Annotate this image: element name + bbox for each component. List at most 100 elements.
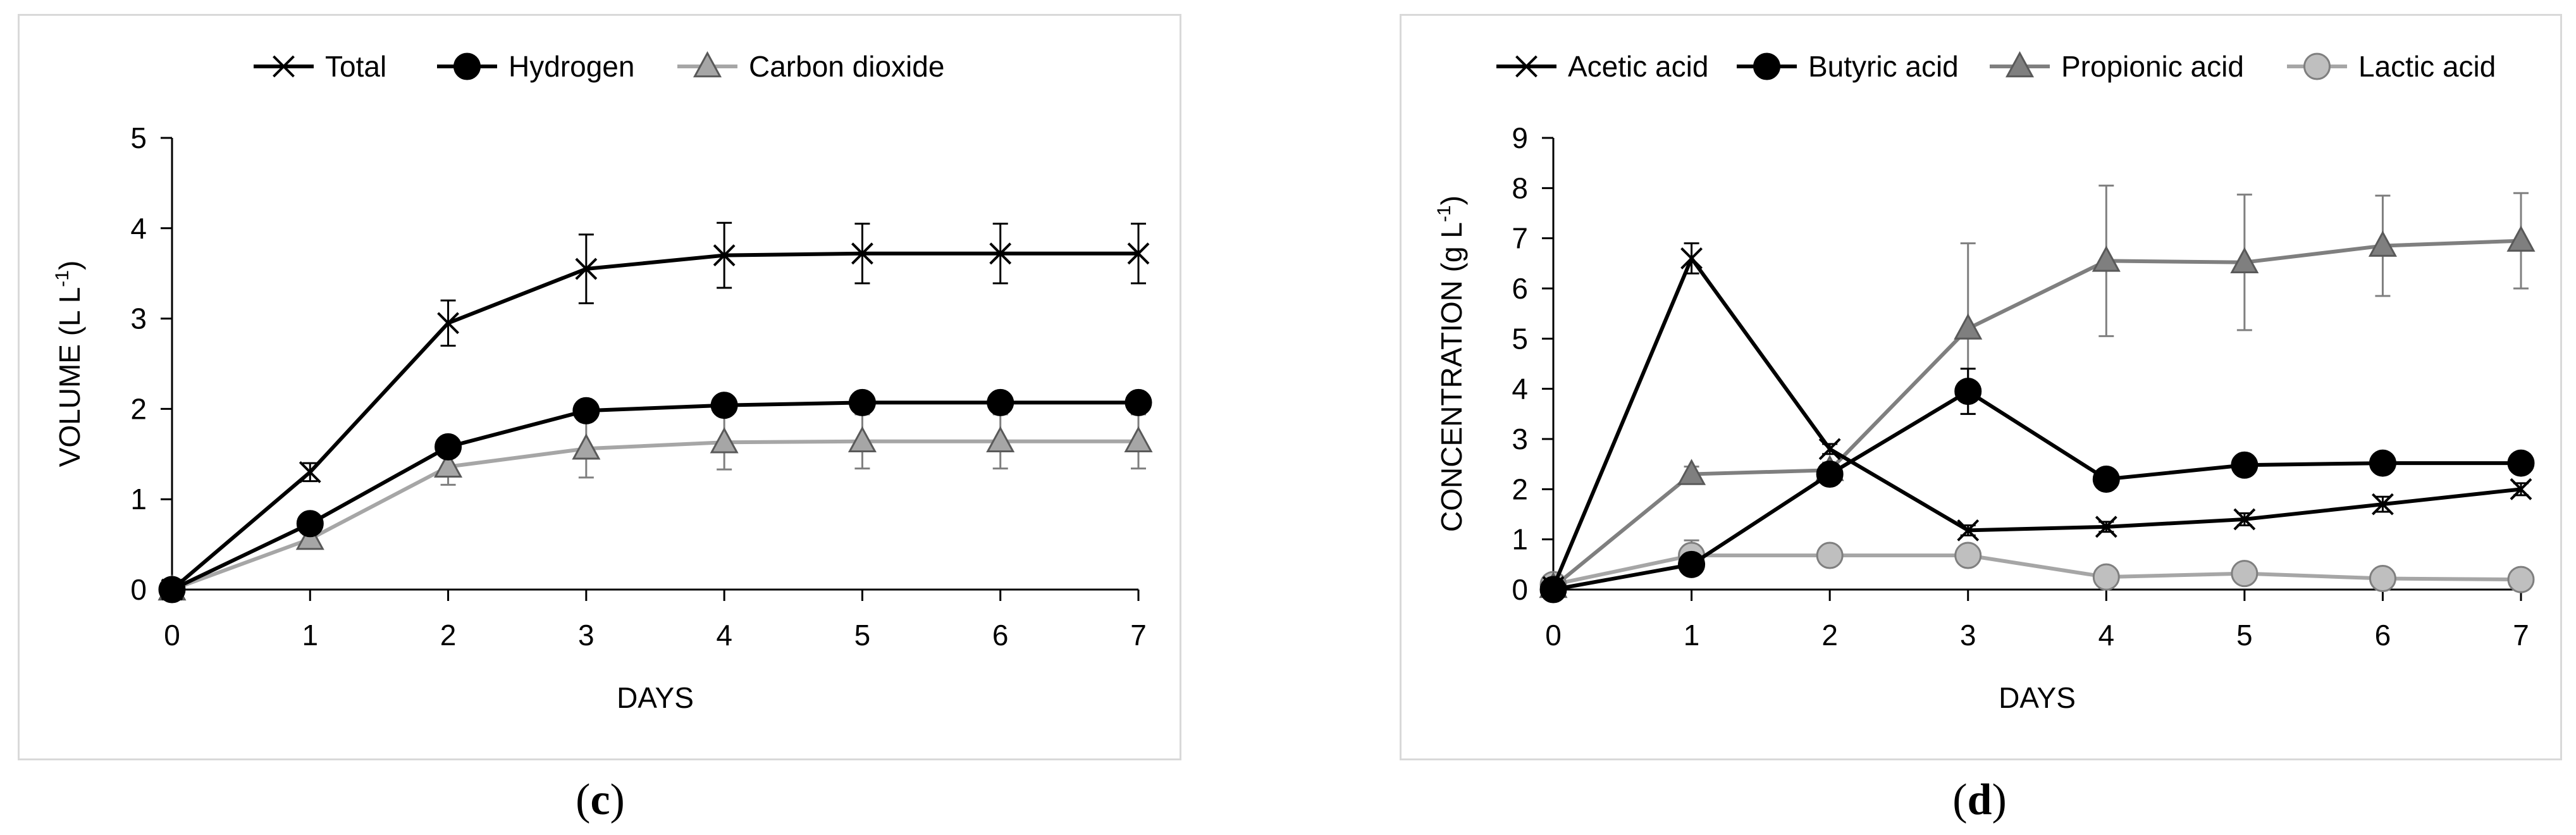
legend-marker [453,53,481,80]
series-line [1553,554,2522,587]
data-point [1816,541,1844,569]
y-tick-label: 2 [1512,473,1528,505]
data-point [437,312,459,335]
data-point [572,397,600,424]
legend-item: Propionic acid [1990,50,2244,83]
data-point [710,427,739,454]
legend-item: Hydrogen [437,50,634,83]
data-point [2092,563,2120,591]
y-tick-label: 9 [1512,121,1528,154]
data-point [2231,451,2259,479]
legend-marker [693,51,722,78]
data-point [847,426,877,453]
data-point [434,451,463,478]
legend-marker [1515,55,1538,78]
data-point [1818,438,1841,461]
x-tick-label: 5 [2236,619,2253,652]
legend-item: Butyric acid [1737,50,1959,83]
x-tick-label: 0 [1545,619,1562,652]
legend-marker [2303,53,2331,80]
x-tick-label: 3 [1960,619,1976,652]
data-point [1957,519,1980,541]
y-axis-label: CONCENTRATION (g L-1) [1434,195,1468,532]
series-line [1552,238,2522,589]
legend-marker [273,55,295,78]
legend-label: Carbon dioxide [749,50,944,83]
data-point [161,578,183,601]
data-point [1678,550,1706,578]
x-tick-label: 7 [2513,619,2529,652]
caption-c-letter: c [590,776,610,824]
data-point [1954,541,1982,569]
chart-c: 0 1 2 3 4 5 0 1 2 3 4 5 6 7 DAYS VOLUME (L L-1) Total Hyd… [52,50,1153,714]
data-point [2507,566,2535,593]
y-tick-label: 4 [1512,373,1528,405]
x-tick-label: 3 [578,619,595,652]
data-point [1677,459,1706,485]
data-point [2510,478,2532,500]
legend-item: Total [254,50,386,83]
legend-label: Acetic acid [1568,50,1708,83]
x-tick-label: 4 [2098,619,2114,652]
series-line [1553,389,2521,591]
y-tick-label: 4 [130,212,147,245]
data-point [2372,493,2394,516]
x-tick-label: 5 [854,619,871,652]
y-tick-label: 3 [130,302,147,335]
y-tick-label: 1 [130,483,147,516]
series-line [171,251,1138,591]
y-tick-label: 5 [130,121,147,154]
y-tick-label: 6 [1512,272,1528,305]
caption-d-letter: d [1967,776,1992,824]
data-point [2506,225,2536,252]
series-butyric-acid [1539,368,2535,603]
data-point [989,242,1012,265]
legend-label: Total [325,50,386,83]
y-axis-label: VOLUME (L L-1) [52,261,86,467]
data-point [2233,508,2256,531]
series-line [1551,254,2522,588]
data-point [1127,242,1150,265]
caption-c: (c) [576,776,625,824]
data-point [572,433,601,460]
legend-label: Propionic acid [2061,50,2244,83]
x-tick-label: 2 [440,619,457,652]
data-point [575,257,598,280]
data-point [296,510,324,538]
data-point [2095,516,2117,538]
data-point [986,426,1015,453]
data-point [2092,465,2120,493]
legend-item: Acetic acid [1496,50,1708,83]
data-point [299,461,321,483]
data-point [434,433,462,461]
series-hydrogen [158,388,1152,603]
legend-item: Lactic acid [2287,50,2496,83]
chart-panel-d: 0 1 2 3 4 5 6 7 8 9 0 1 2 3 4 5 6 7 DAYS CONCENTRATION (g L… [1400,14,2562,760]
data-point [1542,576,1565,598]
data-point [1125,388,1152,416]
data-point [713,244,736,267]
y-tick-label: 5 [1512,322,1528,355]
y-tick-label: 3 [1512,423,1528,455]
x-tick-label: 2 [1821,619,1838,652]
series-line [171,400,1138,591]
x-tick-label: 6 [992,619,1009,652]
data-point [2369,565,2396,593]
x-tick-label: 0 [164,619,180,652]
data-point [1124,426,1153,453]
data-point [2092,245,2121,272]
data-point [848,388,876,416]
series-carbon-dioxide [157,413,1153,601]
x-tick-label: 6 [2375,619,2391,652]
data-point [2507,449,2535,477]
caption-d: (d) [1952,776,2007,824]
data-point [1816,461,1844,488]
y-tick-label: 0 [1512,573,1528,606]
y-tick-label: 8 [1512,171,1528,204]
data-point [2369,449,2396,477]
data-point [2368,230,2397,257]
x-axis-label: DAYS [1999,681,2076,714]
data-point [1954,313,1983,340]
data-point [851,242,873,265]
legend-label: Butyric acid [1808,50,1959,83]
